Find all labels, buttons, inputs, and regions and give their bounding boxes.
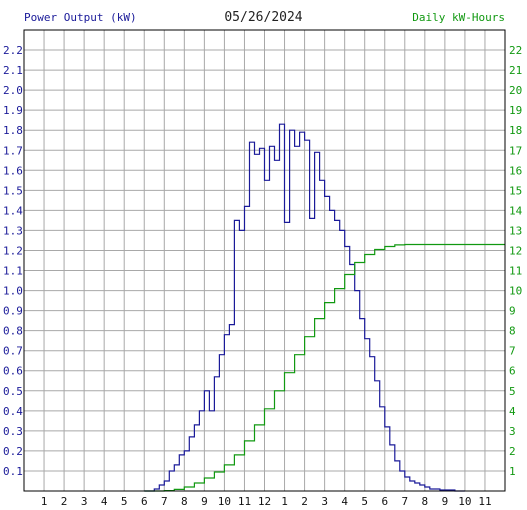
right-tick-label: 2 [509, 445, 516, 458]
x-tick-label: 11 [478, 495, 491, 508]
right-tick-label: 21 [509, 64, 522, 77]
right-tick-label: 17 [509, 144, 522, 157]
right-tick-label: 15 [509, 184, 522, 197]
right-tick-label: 5 [509, 385, 516, 398]
right-tick-label: 9 [509, 305, 516, 318]
x-tick-label: 10 [458, 495, 471, 508]
left-tick-label: 1.2 [3, 244, 23, 257]
x-tick-label: 4 [341, 495, 348, 508]
left-tick-label: 1.4 [3, 204, 23, 217]
x-tick-label: 9 [442, 495, 449, 508]
x-tick-label: 11 [238, 495, 251, 508]
left-tick-label: 2.1 [3, 64, 23, 77]
x-tick-label: 7 [161, 495, 168, 508]
right-tick-label: 10 [509, 285, 522, 298]
right-tick-label: 18 [509, 124, 522, 137]
left-axis-title: Power Output (kW) [24, 11, 137, 24]
x-tick-label: 1 [281, 495, 288, 508]
left-tick-label: 1.3 [3, 224, 23, 237]
right-tick-label: 8 [509, 325, 516, 338]
left-tick-label: 0.5 [3, 385, 23, 398]
x-tick-label: 6 [141, 495, 148, 508]
x-tick-label: 8 [422, 495, 429, 508]
x-tick-label: 6 [381, 495, 388, 508]
right-tick-label: 4 [509, 405, 516, 418]
x-tick-label: 3 [81, 495, 88, 508]
left-tick-label: 1.8 [3, 124, 23, 137]
right-tick-label: 3 [509, 425, 516, 438]
left-tick-label: 1.5 [3, 184, 23, 197]
left-tick-label: 1.1 [3, 265, 23, 278]
left-tick-label: 2.0 [3, 84, 23, 97]
x-tick-label: 12 [258, 495, 271, 508]
right-tick-label: 12 [509, 244, 522, 257]
right-tick-label: 13 [509, 224, 522, 237]
right-tick-label: 22 [509, 44, 522, 57]
left-tick-label: 1.0 [3, 285, 23, 298]
right-tick-label: 20 [509, 84, 522, 97]
right-tick-label: 14 [509, 204, 523, 217]
left-tick-label: 0.3 [3, 425, 23, 438]
daily-kwh-line [144, 243, 505, 492]
left-tick-label: 0.1 [3, 465, 23, 478]
left-tick-label: 1.7 [3, 144, 23, 157]
x-tick-label: 8 [181, 495, 188, 508]
x-tick-label: 10 [218, 495, 231, 508]
left-tick-label: 0.8 [3, 325, 23, 338]
x-tick-label: 3 [321, 495, 328, 508]
power-output-line [144, 123, 465, 492]
x-tick-label: 2 [61, 495, 68, 508]
right-tick-label: 16 [509, 164, 522, 177]
x-tick-label: 7 [401, 495, 408, 508]
right-tick-label: 1 [509, 465, 516, 478]
left-tick-label: 1.9 [3, 104, 23, 117]
left-tick-label: 1.6 [3, 164, 23, 177]
x-tick-label: 2 [301, 495, 308, 508]
left-tick-label: 2.2 [3, 44, 23, 57]
right-tick-label: 6 [509, 365, 516, 378]
left-tick-label: 0.6 [3, 365, 23, 378]
plot-frame [23, 29, 506, 492]
right-tick-label: 19 [509, 104, 522, 117]
left-tick-label: 0.2 [3, 445, 23, 458]
x-tick-label: 9 [201, 495, 208, 508]
right-tick-label: 7 [509, 345, 516, 358]
left-tick-label: 0.9 [3, 305, 23, 318]
x-tick-label: 1 [41, 495, 48, 508]
x-tick-label: 5 [121, 495, 128, 508]
right-axis-title: Daily kW-Hours [412, 11, 505, 24]
right-tick-label: 11 [509, 265, 522, 278]
left-tick-label: 0.4 [3, 405, 23, 418]
left-tick-label: 0.7 [3, 345, 23, 358]
x-tick-label: 4 [101, 495, 108, 508]
x-tick-label: 5 [361, 495, 368, 508]
chart-date: 05/26/2024 [224, 10, 303, 25]
